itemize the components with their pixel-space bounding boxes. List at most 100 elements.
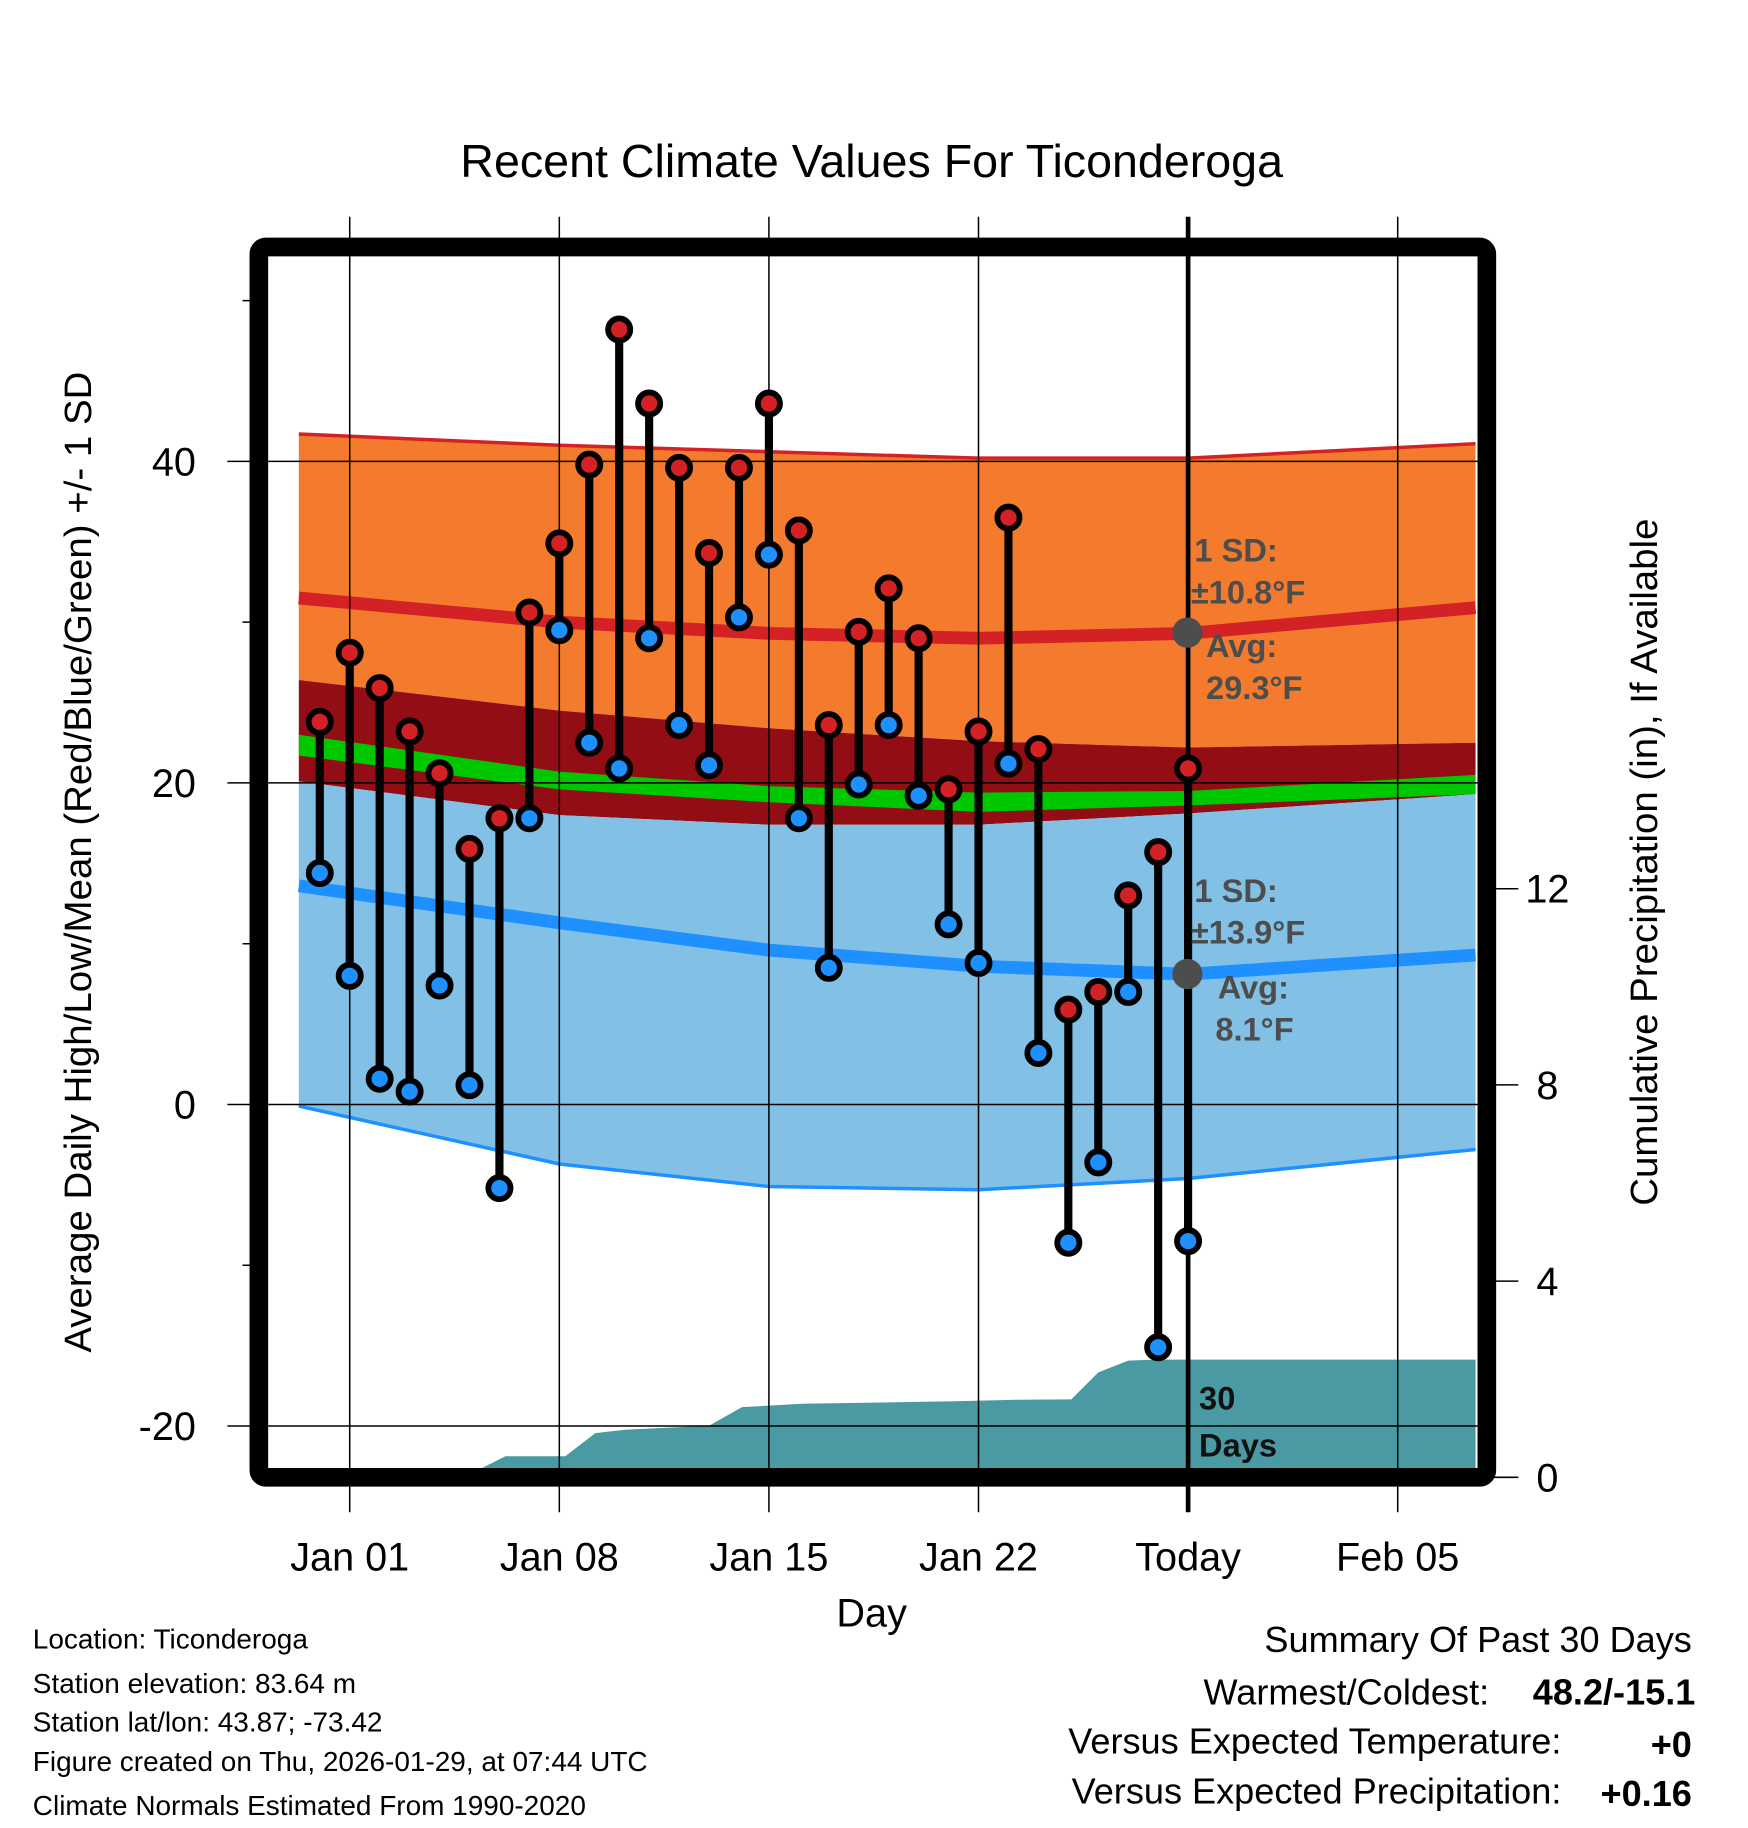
y-tick-label: -20 [139, 1405, 196, 1449]
y2-tick-label: 4 [1536, 1260, 1558, 1304]
y-axis-label: Average Daily High/Low/Mean (Red/Blue/Gr… [57, 372, 100, 1353]
footer-created: Figure created on Thu, 2026-01-29, at 07… [33, 1746, 648, 1777]
daily-high-point [844, 617, 873, 646]
summary-precip-value: +0.16 [1601, 1773, 1692, 1814]
footer-latlon: Station lat/lon: 43.87; -73.42 [33, 1706, 383, 1737]
daily-low-point [814, 953, 843, 982]
precip-window-number: 30 [1199, 1380, 1235, 1417]
daily-high-point [635, 389, 664, 418]
daily-low-point [1174, 1227, 1203, 1256]
daily-low-point [964, 949, 993, 977]
daily-high-point [425, 759, 454, 788]
summary-warmest-label: Warmest/Coldest: [1204, 1672, 1490, 1713]
daily-high-point [1144, 838, 1173, 867]
daily-high-point [1114, 881, 1143, 910]
high-avg-value: 29.3°F [1206, 669, 1302, 706]
x-tick-label: Jan 01 [290, 1536, 409, 1580]
daily-high-point [934, 775, 963, 804]
observations [305, 315, 1203, 1362]
daily-low-point [784, 804, 813, 833]
daily-high-point [695, 539, 724, 567]
y2-tick-label: 8 [1536, 1064, 1558, 1108]
daily-high-point [1174, 754, 1203, 783]
low-sd-value: ±13.9°F [1191, 914, 1305, 951]
x-tick-label: Today [1135, 1536, 1241, 1580]
low-avg-label: Avg: [1218, 968, 1289, 1005]
daily-low-point [395, 1077, 424, 1106]
low-avg-value: 8.1°F [1215, 1010, 1293, 1047]
daily-low-point [425, 971, 454, 1000]
low-mean-line [297, 879, 1476, 981]
daily-low-point [635, 624, 664, 653]
summary-warmest-value: 48.2/-15.1 [1533, 1672, 1696, 1713]
daily-low-point [1024, 1039, 1053, 1068]
summary-temp-value: +0 [1651, 1724, 1692, 1765]
daily-low-point [844, 770, 873, 799]
footer-location: Location: Ticonderoga [33, 1624, 309, 1655]
daily-low-point [934, 910, 963, 939]
daily-high-point [874, 574, 903, 603]
high-avg-label: Avg: [1206, 627, 1277, 664]
daily-low-point [305, 858, 334, 887]
daily-low-point [1114, 977, 1143, 1006]
chart-title: Recent Climate Values For Ticonderoga [460, 135, 1283, 187]
high-upper-line [298, 432, 1476, 460]
daily-high-point [814, 711, 843, 740]
daily-low-point [365, 1064, 394, 1093]
daily-low-point [1084, 1148, 1113, 1177]
daily-low-point [575, 728, 604, 757]
daily-low-point [1144, 1333, 1173, 1362]
daily-high-point [605, 315, 634, 344]
daily-low-point [515, 804, 544, 833]
axes: 40 20 0 -20 0 4 8 12 Jan 01 Jan 08 Jan 15 Jan 22 Tod… [139, 299, 1569, 1580]
daily-high-point [515, 598, 544, 627]
daily-high-point [964, 717, 993, 746]
summary-temp-label: Versus Expected Temperature: [1068, 1720, 1561, 1761]
daily-low-point [665, 711, 694, 740]
y-tick-label: 40 [152, 440, 196, 484]
x-axis-label: Day [836, 1591, 907, 1635]
y2-axis-label: Cumulative Precipitation (in), If Availa… [1623, 519, 1666, 1206]
daily-high-point [904, 624, 933, 653]
daily-high-point [724, 453, 753, 482]
daily-high-point [395, 717, 424, 746]
precipitation-area [482, 1359, 1476, 1468]
low-sd-label: 1 SD: [1194, 872, 1277, 909]
daily-low-point [1054, 1228, 1083, 1257]
plot-frame [249, 237, 1497, 1487]
y-tick-label: 0 [174, 1083, 196, 1127]
precip-window-label: Days [1199, 1426, 1277, 1463]
low-avg-marker [1172, 958, 1203, 990]
x-tick-label: Jan 22 [919, 1536, 1038, 1580]
daily-low-point [485, 1174, 514, 1203]
daily-high-point [665, 453, 694, 482]
daily-high-point [575, 450, 604, 479]
y2-tick-label: 0 [1536, 1456, 1558, 1500]
daily-low-point [455, 1071, 484, 1100]
daily-low-point [994, 749, 1023, 778]
daily-low-point [904, 781, 933, 810]
high-sd-label: 1 SD: [1194, 532, 1277, 569]
x-tick-label: Jan 08 [500, 1536, 619, 1580]
daily-high-point [335, 638, 364, 667]
y-tick-label: 20 [152, 762, 196, 806]
high-mean-line [298, 591, 1477, 645]
summary-title: Summary Of Past 30 Days [1264, 1619, 1691, 1660]
footer-elevation: Station elevation: 83.64 m [33, 1668, 356, 1699]
daily-high-point [365, 674, 394, 703]
daily-low-point [605, 754, 634, 783]
daily-high-point [1054, 995, 1083, 1024]
low-lower-line [298, 1104, 1476, 1192]
daily-high-point [305, 707, 334, 736]
daily-high-point [784, 516, 813, 545]
daily-low-point [874, 711, 903, 740]
annotations: 1 SD: ±10.8°F Avg: 29.3°F 1 SD: ±13.9°F … [1172, 532, 1305, 1463]
daily-low-point [695, 751, 724, 780]
daily-high-point [485, 804, 514, 833]
footer-normals: Climate Normals Estimated From 1990-2020 [33, 1790, 586, 1821]
summary-precip-label: Versus Expected Precipitation: [1072, 1771, 1562, 1812]
high-avg-marker [1172, 617, 1203, 648]
x-tick-label: Feb 05 [1336, 1536, 1459, 1580]
daily-low-point [545, 616, 574, 645]
